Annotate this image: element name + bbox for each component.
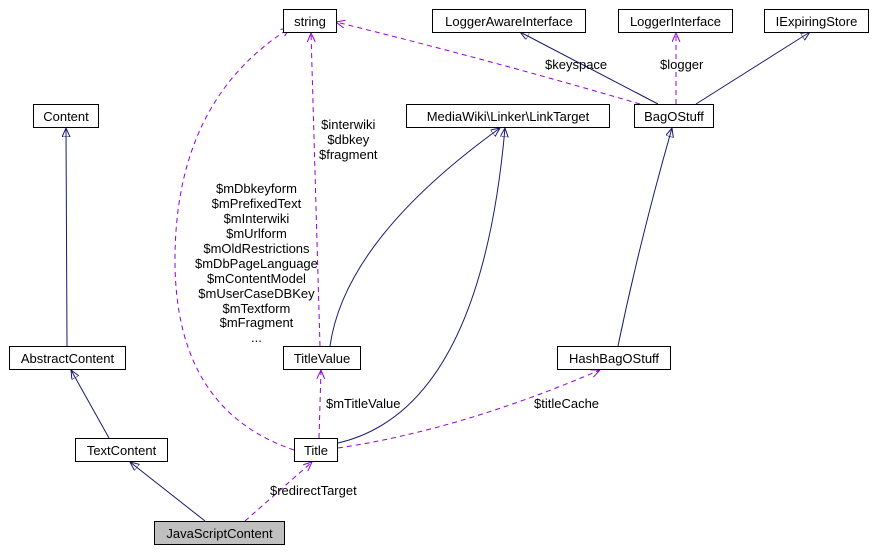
edge-label-titleCache: $titleCache	[534, 397, 599, 412]
node-hashBagOStuff[interactable]: HashBagOStuff	[557, 346, 671, 370]
node-textContent[interactable]: TextContent	[75, 438, 168, 462]
edge-javaScriptContent-to-textContent	[130, 462, 205, 521]
node-linkTarget[interactable]: MediaWiki\Linker\LinkTarget	[406, 104, 610, 128]
edge-label-mTitleValue: $mTitleValue	[326, 397, 400, 412]
node-string[interactable]: string	[283, 9, 337, 33]
edge-label-keyspace: $keyspace	[545, 58, 607, 73]
node-javaScriptContent[interactable]: JavaScriptContent	[154, 521, 285, 545]
edge-label-mFields: $mDbkeyform$mPrefixedText$mInterwiki$mUr…	[195, 182, 318, 346]
node-bagOStuff[interactable]: BagOStuff	[634, 104, 714, 128]
edge-label-redirectTarget: $redirectTarget	[270, 484, 357, 499]
node-loggerInterface[interactable]: LoggerInterface	[618, 9, 733, 33]
edge-abstractContent-to-content	[66, 128, 67, 346]
node-title[interactable]: Title	[294, 438, 338, 462]
edge-hashBagOStuff-to-bagOStuff	[618, 128, 672, 346]
edge-bagOStuff-to-iExpiringStore	[696, 32, 810, 104]
node-content[interactable]: Content	[33, 104, 99, 128]
node-titleValue[interactable]: TitleValue	[283, 346, 361, 370]
node-iExpiringStore[interactable]: IExpiringStore	[764, 9, 869, 33]
edge-title-to-titleValue	[319, 370, 321, 438]
diagram-edges	[0, 0, 884, 559]
edge-label-interwiki: $interwiki$dbkey$fragment	[319, 118, 378, 163]
edge-label-logger: $logger	[660, 58, 703, 73]
node-abstractContent[interactable]: AbstractContent	[9, 346, 126, 370]
node-loggerAware[interactable]: LoggerAwareInterface	[432, 9, 586, 33]
edge-textContent-to-abstractContent	[71, 370, 109, 438]
